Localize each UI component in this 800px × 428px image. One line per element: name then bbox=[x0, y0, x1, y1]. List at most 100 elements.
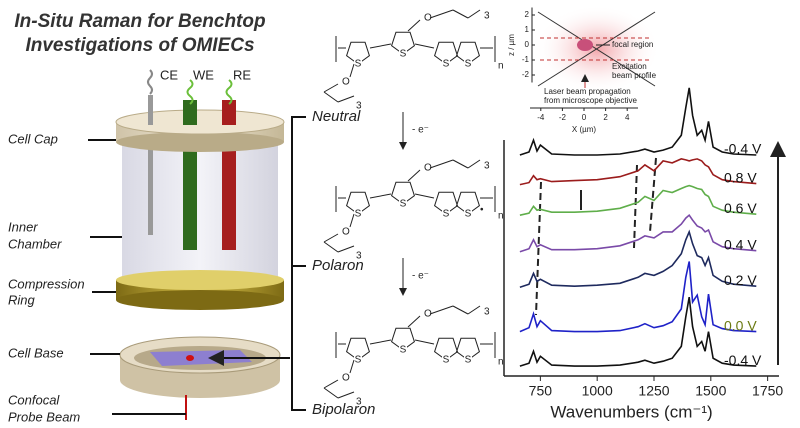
bond bbox=[337, 391, 355, 399]
inset-annotation: from microscope objective bbox=[544, 96, 637, 105]
series-label: -0.4 V bbox=[724, 141, 762, 157]
atom: n bbox=[498, 211, 504, 222]
inset-y-tick-label: 2 bbox=[525, 10, 530, 19]
atom: S bbox=[443, 355, 450, 366]
bond bbox=[349, 359, 355, 374]
bond bbox=[467, 9, 481, 19]
bond bbox=[323, 233, 339, 243]
atom: n bbox=[498, 61, 504, 72]
plot: 750 1000 1250 1500 1750 Wavenumbers (cm⁻¹) -0.… bbox=[503, 7, 783, 421]
atom: S bbox=[465, 209, 472, 220]
step-label: - e⁻ bbox=[412, 271, 429, 282]
inset-x-tick-label: 2 bbox=[603, 113, 608, 122]
series-label: 0.2 V bbox=[724, 272, 757, 288]
atom: O bbox=[424, 13, 432, 24]
inset-x-tick-label: -4 bbox=[537, 113, 545, 122]
atom-bg bbox=[399, 198, 407, 209]
ring bbox=[345, 191, 371, 215]
bond bbox=[429, 159, 454, 169]
ring bbox=[390, 181, 416, 205]
atom: S bbox=[465, 355, 472, 366]
bond bbox=[407, 19, 421, 32]
inset-annotation: beam profile bbox=[612, 71, 657, 80]
ring bbox=[433, 337, 459, 361]
atom: 3 bbox=[484, 161, 490, 172]
cell-label: Confocal bbox=[8, 392, 60, 407]
electrode-label: WE bbox=[193, 67, 214, 82]
electrode-label: RE bbox=[233, 67, 251, 82]
bond bbox=[407, 169, 421, 182]
inset-annotation: focal region bbox=[612, 40, 653, 49]
x-tick-label: 1250 bbox=[638, 383, 669, 399]
bond bbox=[467, 159, 481, 169]
x-axis-title: Wavenumbers (cm⁻¹) bbox=[550, 402, 712, 421]
spectrum bbox=[519, 261, 757, 333]
atom-bg bbox=[399, 344, 407, 355]
atom-bg bbox=[354, 58, 362, 69]
bracket bbox=[291, 116, 306, 411]
series-label: 0.0 V bbox=[724, 317, 757, 333]
atom: S bbox=[400, 345, 407, 356]
inset-annotation: Laser beam propagation bbox=[544, 87, 631, 96]
atom: O bbox=[342, 77, 350, 88]
ring bbox=[390, 327, 416, 351]
x-tick-label: 750 bbox=[529, 383, 553, 399]
cell-label: Cell Base bbox=[8, 345, 64, 360]
spectrum bbox=[519, 214, 757, 253]
atom: O bbox=[424, 163, 432, 174]
atom-bg bbox=[464, 354, 472, 365]
ring bbox=[455, 337, 481, 361]
cell-drawing bbox=[88, 69, 290, 420]
step-label: - e⁻ bbox=[412, 125, 429, 136]
bond bbox=[452, 159, 469, 169]
state-label: Polaron bbox=[312, 257, 364, 274]
bond bbox=[429, 305, 454, 315]
bond bbox=[369, 193, 392, 199]
title-line: Investigations of OMIECs bbox=[25, 35, 254, 56]
atom-bg bbox=[442, 58, 450, 69]
bond bbox=[323, 387, 339, 399]
atom-bg bbox=[442, 354, 450, 365]
bond bbox=[349, 63, 355, 78]
cell-label: Probe Beam bbox=[8, 409, 80, 424]
atom: O bbox=[342, 227, 350, 238]
ring bbox=[433, 41, 459, 65]
bond bbox=[369, 339, 392, 345]
cell-label: Inner bbox=[8, 219, 38, 234]
inset-y-title: z / µm bbox=[507, 34, 516, 56]
bond bbox=[452, 305, 469, 315]
bond bbox=[323, 379, 339, 389]
atom: 3 bbox=[484, 11, 490, 22]
ring bbox=[345, 41, 371, 65]
cell-label: Cell Cap bbox=[8, 131, 58, 146]
atom: • bbox=[480, 205, 484, 216]
inset-glow bbox=[535, 5, 660, 93]
bond bbox=[414, 193, 435, 199]
atom: S bbox=[443, 59, 450, 70]
cell-label: Chamber bbox=[8, 236, 62, 251]
atom: S bbox=[400, 49, 407, 60]
electrode-label: CE bbox=[160, 67, 178, 82]
bond bbox=[323, 83, 339, 93]
series-label: -0.4 V bbox=[724, 352, 762, 368]
atom: O bbox=[342, 373, 350, 384]
x-tick-label: 1000 bbox=[582, 383, 613, 399]
inset-y-tick-label: 0 bbox=[525, 40, 530, 49]
inset-y-tick-label: -2 bbox=[522, 70, 530, 79]
atom: S bbox=[355, 59, 362, 70]
state-label: Neutral bbox=[312, 108, 361, 125]
atom: 3 bbox=[484, 307, 490, 318]
cell-label: Compression bbox=[8, 276, 85, 291]
state-label: Bipolaron bbox=[312, 401, 375, 418]
inset-y-tick-label: -1 bbox=[522, 55, 530, 64]
ring bbox=[433, 191, 459, 215]
bond bbox=[414, 43, 435, 49]
inset-annotation: Excitation bbox=[612, 62, 647, 71]
spectrum bbox=[519, 296, 757, 367]
atom: 3 bbox=[356, 397, 362, 408]
inset-y-tick-label: 1 bbox=[525, 25, 530, 34]
atom: S bbox=[355, 209, 362, 220]
spectrum bbox=[519, 158, 757, 186]
